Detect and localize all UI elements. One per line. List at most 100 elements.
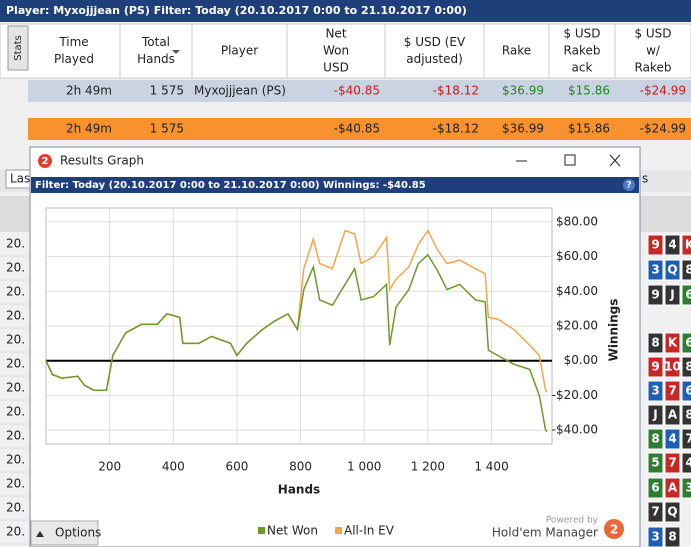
results-chart: 200 400 600 800 1 000 1 200 1 400 $80.00 $60.00 $…: [45, 207, 621, 538]
date-cell: 20.: [6, 429, 25, 443]
card-rank: 8: [685, 408, 691, 422]
column-header: Rakeb: [635, 61, 672, 75]
column-header: $ USD: [634, 27, 671, 41]
y-tick-label: $0.00: [564, 353, 598, 367]
card-rank: 8: [685, 263, 691, 277]
column-header: Time: [58, 35, 88, 49]
card: [681, 356, 691, 378]
date-cell: 20.: [6, 261, 25, 275]
help-text: ?: [626, 181, 631, 191]
card-rank: 6: [651, 481, 659, 495]
table-cell: $36.99: [502, 122, 544, 136]
card: [647, 404, 664, 426]
card-rank: 8: [668, 530, 676, 544]
table-cell: $15.86: [568, 84, 610, 98]
column-header: Hands: [137, 52, 175, 66]
card-rank: 8: [685, 360, 691, 374]
x-tick-label: 1 400: [474, 460, 508, 474]
close-button[interactable]: [609, 154, 621, 167]
card: [664, 501, 681, 523]
maximize-button[interactable]: [564, 154, 576, 166]
options-button[interactable]: [30, 520, 99, 546]
date-cell: 20.: [6, 477, 25, 491]
card: [664, 380, 681, 402]
date-cell: 20.: [6, 309, 25, 323]
background-rows: 20. 20. 20. 20. 20. 20. 20. 20. 20. 20. 20. 20. 20. 9…: [0, 234, 691, 547]
table-cell: 1 575: [150, 122, 184, 136]
card-rank: 9: [651, 238, 659, 252]
row-total: [28, 118, 691, 140]
card-rank: 8: [651, 336, 659, 350]
card: [681, 404, 691, 426]
y-tick-label: -$20.00: [552, 388, 598, 402]
card: [681, 452, 691, 474]
column-header: Total: [141, 35, 170, 49]
card: [664, 356, 681, 378]
card: [681, 234, 691, 256]
stats-tab-label: Stats: [13, 35, 24, 61]
card: [647, 234, 664, 256]
table-header: [0, 23, 691, 79]
stats-table: Time Played Total Hands Player Net Won USD $ USD…: [54, 24, 691, 136]
card-rank: 6: [685, 336, 691, 350]
legend-label: Net Won: [267, 524, 318, 538]
y-tick-label: $60.00: [556, 249, 598, 263]
card-rank: J: [652, 408, 657, 422]
y-tick-label: $80.00: [556, 214, 598, 228]
graph-filter-text: Filter: Today (20.10.2017 0:00 to 21.10.…: [35, 180, 426, 191]
card-rank: 3: [651, 384, 659, 398]
card: [664, 477, 681, 499]
column-header: Played: [54, 52, 94, 66]
card: [647, 284, 664, 306]
x-tick-label: 200: [98, 460, 121, 474]
row-selected[interactable]: [28, 80, 691, 102]
column-header: Won: [323, 44, 349, 58]
date-cell: 20.: [6, 333, 25, 347]
y-tick-label: $40.00: [556, 284, 598, 298]
powered-by: Powered by: [546, 516, 599, 526]
y-tick-label: -$40.00: [552, 423, 598, 437]
help-icon[interactable]: [623, 179, 635, 191]
card-rank: Q: [667, 505, 677, 519]
legend-swatch: [258, 527, 265, 534]
sort-arrow: [172, 50, 180, 54]
card-rank: 6: [685, 384, 691, 398]
x-axis-label: Hands: [278, 483, 320, 497]
options-label: Options: [55, 526, 101, 540]
y-axis-label: Winnings: [607, 299, 621, 362]
dropdown-text: Las: [10, 172, 30, 186]
card-rank: 10: [664, 360, 681, 374]
date-cell: 20.: [6, 237, 25, 251]
table-cell: 2h 49m: [66, 84, 112, 98]
table-cell: $15.86: [568, 122, 610, 136]
card-rank: 7: [668, 456, 676, 470]
stats-tab[interactable]: [7, 25, 29, 71]
card-rank: K: [685, 238, 691, 252]
options-arrow: [36, 531, 44, 537]
y-tick-label: $20.00: [556, 319, 598, 333]
table-cell: -$40.85: [334, 84, 380, 98]
card: [647, 501, 664, 523]
card-rank: 4: [668, 432, 676, 446]
date-cell: 20.: [6, 453, 25, 467]
x-tick-label: 800: [289, 460, 312, 474]
brand-icon: [604, 519, 624, 539]
card-rank: 9: [651, 360, 659, 374]
card: [681, 477, 691, 499]
brand-icon-text: 2: [610, 523, 618, 537]
card: [647, 428, 664, 450]
x-tick-label: 1 200: [411, 460, 445, 474]
card-rank: 8: [651, 432, 659, 446]
card-rank: 9: [651, 288, 659, 302]
column-header: w/: [646, 44, 661, 58]
column-header: Player: [221, 44, 258, 58]
column-header: Net: [325, 27, 346, 41]
card-rank: 7: [651, 505, 659, 519]
card: [647, 259, 664, 281]
app-icon-text: 2: [42, 156, 49, 167]
card: [647, 526, 664, 547]
x-tick-label: 1 000: [347, 460, 381, 474]
card-rank: 4: [685, 456, 691, 470]
card-rank: Q: [667, 263, 677, 277]
card: [647, 452, 664, 474]
